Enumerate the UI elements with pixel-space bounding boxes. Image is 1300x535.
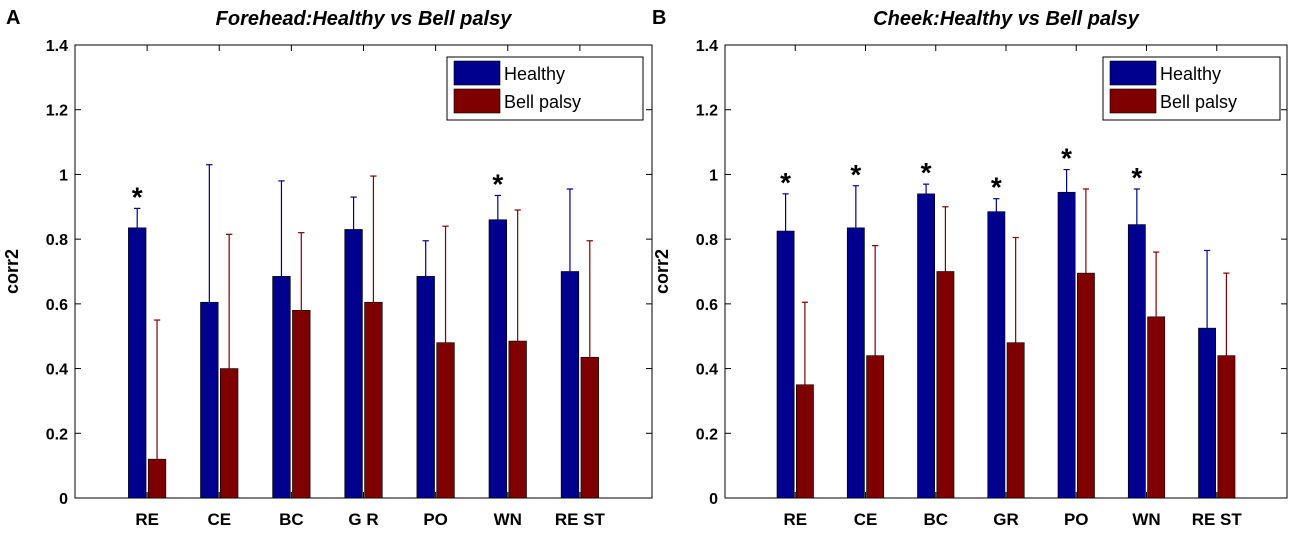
bar-bell-palsy-re [147, 458, 167, 499]
bar-healthy-rest [1198, 327, 1216, 499]
y-tick-label: 0.6 [696, 297, 718, 314]
x-tick-label-re: RE [135, 510, 159, 529]
y-tick-label: 0.4 [696, 362, 718, 379]
y-tick-label: 0.6 [46, 297, 68, 314]
bar-healthy-rest [560, 271, 580, 499]
y-tick-label: 1.2 [46, 103, 68, 120]
x-tick-label-wn: WN [1132, 510, 1160, 529]
chart-title: Forehead:Healthy vs Bell palsy [216, 8, 513, 30]
bar-bell-palsy-rest [1217, 355, 1236, 499]
y-tick-label: 1.4 [46, 38, 68, 55]
significance-star: * [1061, 143, 1072, 174]
chart-panel-a: A Forehead:Healthy vs Bell palsy 0 0.2 0.4 0.… [2, 7, 653, 529]
bar-healthy-re [776, 230, 795, 499]
x-tick-label-ce: CE [207, 510, 231, 529]
bar-bell-palsy-wn [1147, 316, 1166, 499]
bar-healthy-gr [987, 211, 1006, 499]
legend: Healthy Bell palsy [446, 56, 644, 121]
bar-healthy-bc [272, 276, 291, 499]
y-tick-label: 0 [709, 491, 718, 508]
bar-bell-palsy-ce [866, 355, 885, 499]
legend-label-bell-palsy: Bell palsy [1160, 92, 1237, 112]
y-tick-label: 1 [59, 167, 68, 184]
bar-healthy-wn [488, 219, 507, 499]
significance-star: * [132, 181, 143, 212]
y-tick-label: 0.2 [696, 426, 718, 443]
legend: Healthy Bell palsy [1102, 56, 1281, 121]
y-tick-label: 0.8 [696, 232, 718, 249]
bar-bell-palsy-bc [292, 310, 311, 499]
bar-bell-palsy-bc [936, 271, 955, 499]
y-tick-label: 0.2 [46, 426, 68, 443]
bar-healthy-re [128, 227, 147, 499]
bar-bell-palsy-re [796, 384, 814, 499]
significance-star: * [492, 168, 503, 199]
y-tick-label: 1 [709, 167, 718, 184]
x-tick-label-re: RE [783, 510, 807, 529]
bar-healthy-gr [344, 229, 363, 499]
panel-letter: A [6, 7, 20, 29]
x-tick-label-ce: CE [854, 510, 878, 529]
bar-bell-palsy-gr [364, 301, 383, 499]
legend-swatch-bell-palsy [453, 88, 501, 114]
x-tick-label-gr: GR [993, 510, 1019, 529]
x-tick-label-po: PO [1064, 510, 1089, 529]
legend-label-bell-palsy: Bell palsy [504, 92, 581, 112]
bar-healthy-bc [917, 193, 935, 499]
significance-star: * [780, 167, 791, 198]
legend-swatch-healthy [453, 60, 501, 86]
bar-bell-palsy-po [1077, 272, 1095, 499]
legend-swatch-healthy [1109, 60, 1157, 86]
panel-letter: B [652, 7, 666, 29]
y-tick-label: 0.4 [46, 362, 68, 379]
significance-star: * [921, 157, 932, 188]
x-tick-label-rest: RE ST [1192, 510, 1243, 529]
y-axis-label: corr2 [652, 249, 672, 294]
significance-star: * [1131, 162, 1142, 193]
bar-healthy-po [416, 276, 435, 499]
significance-star: * [991, 172, 1002, 203]
bar-bell-palsy-rest [580, 356, 599, 499]
y-tick-label: 0.8 [46, 232, 68, 249]
x-tick-label-rest: RE ST [555, 510, 606, 529]
y-tick-label: 1.2 [696, 103, 718, 120]
legend-label-healthy: Healthy [1160, 64, 1221, 84]
bar-bell-palsy-gr [1006, 342, 1025, 499]
bar-healthy-wn [1127, 224, 1146, 499]
chart-title: Cheek:Healthy vs Bell palsy [873, 8, 1140, 30]
bar-healthy-ce [846, 227, 865, 499]
y-tick-label: 1.4 [696, 38, 718, 55]
bar-healthy-ce [200, 301, 219, 499]
y-tick-label: 0 [59, 491, 68, 508]
x-tick-label-wn: WN [494, 510, 522, 529]
x-tick-label-bc: BC [923, 510, 948, 529]
x-tick-label-po: PO [423, 510, 448, 529]
bar-healthy-po [1057, 191, 1076, 499]
x-tick-label-bc: BC [279, 510, 304, 529]
bar-bell-palsy-ce [220, 368, 239, 499]
bar-bell-palsy-po [436, 342, 455, 499]
chart-panel-b: B Cheek:Healthy vs Bell palsy 0 0.2 0.4 0.6 0.… [652, 7, 1288, 529]
significance-star: * [850, 159, 861, 190]
bar-bell-palsy-wn [508, 340, 527, 499]
legend-swatch-bell-palsy [1109, 88, 1157, 114]
legend-label-healthy: Healthy [504, 64, 565, 84]
y-axis-label: corr2 [2, 249, 22, 294]
x-tick-label-gr: G R [348, 510, 378, 529]
